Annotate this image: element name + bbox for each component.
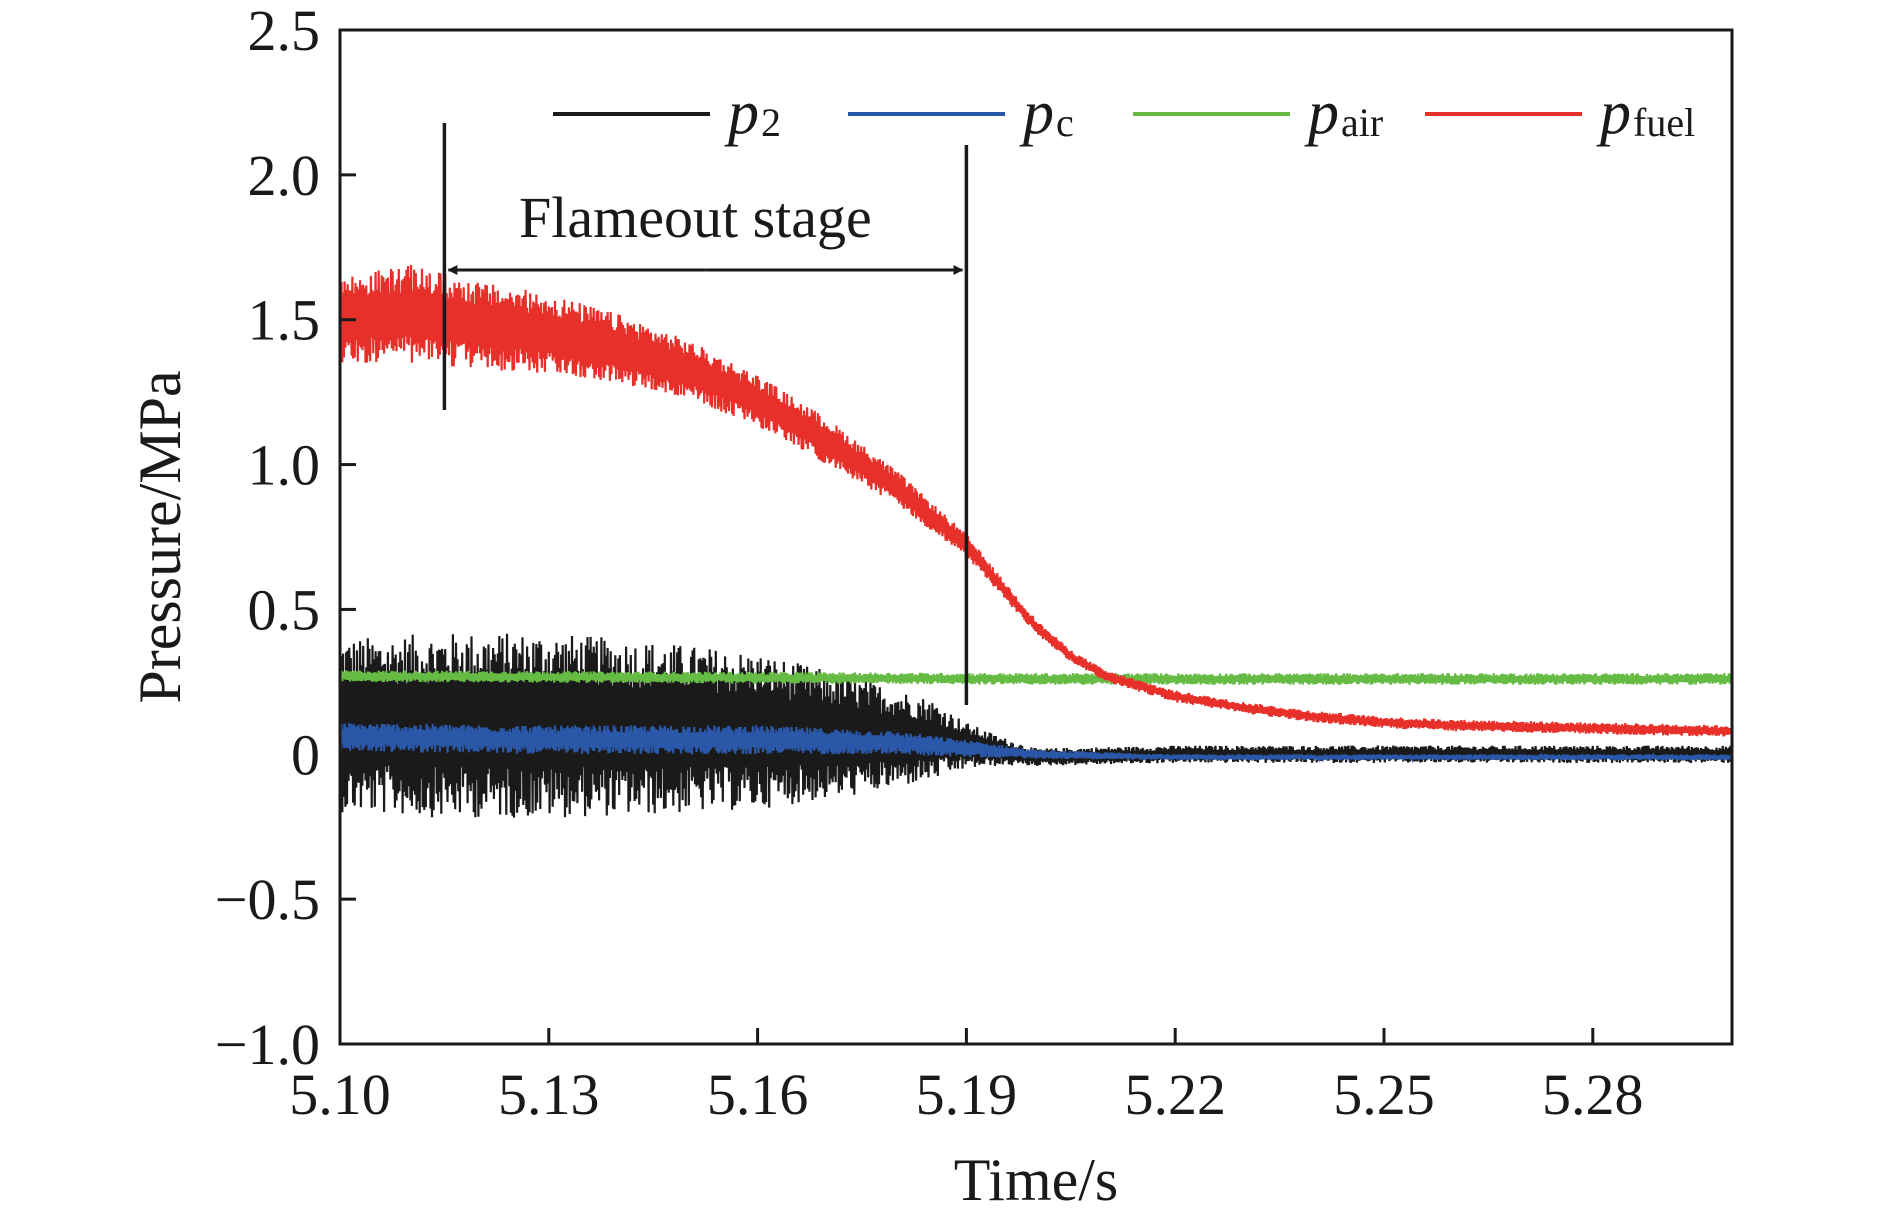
legend-subscript: 2 (761, 100, 781, 145)
legend-label: pfuel (1596, 79, 1695, 147)
legend-subscript: air (1341, 100, 1383, 145)
legend-label: p2 (724, 79, 781, 147)
x-tick-label: 5.28 (1542, 1062, 1644, 1127)
series-line-pair (340, 670, 1732, 685)
y-tick-label: 1.0 (248, 433, 321, 498)
legend-label: pc (1019, 79, 1074, 147)
plot-frame (338, 28, 1734, 1046)
series-line-pfuel (340, 265, 1732, 737)
x-tick-label: 5.16 (707, 1062, 809, 1127)
y-tick-label: 0 (291, 722, 320, 787)
series-line-pc (340, 722, 1732, 764)
series-layer (340, 265, 1732, 818)
legend-subscript: c (1056, 100, 1074, 145)
legend-item-p2: p2 (553, 79, 781, 147)
flameout-annotation: Flameout stage (442, 123, 969, 705)
series-line-p2 (340, 633, 1732, 818)
legend-item-pc: pc (848, 79, 1074, 147)
legend-label: pair (1304, 79, 1383, 147)
x-tick-label: 5.13 (498, 1062, 600, 1127)
x-tick-label: 5.22 (1124, 1062, 1226, 1127)
y-axis-title: Pressure/MPa (127, 370, 193, 703)
y-tick-label: 2.5 (248, 0, 321, 63)
legend-item-pair: pair (1133, 79, 1383, 147)
y-tick-label: −1.0 (215, 1012, 320, 1077)
x-tick-label: 5.10 (289, 1062, 391, 1127)
y-tick-label: 1.5 (248, 288, 321, 353)
y-tick-label: 2.0 (248, 143, 321, 208)
legend-item-pfuel: pfuel (1425, 79, 1695, 147)
y-tick-label: 0.5 (248, 577, 321, 642)
x-tick-label: 5.19 (916, 1062, 1018, 1127)
x-tick-label: 5.25 (1333, 1062, 1435, 1127)
flameout-label: Flameout stage (519, 185, 872, 250)
legend-subscript: fuel (1633, 100, 1695, 145)
ticks-layer: 5.10 5.13 5.16 5.19 5.22 5.25 5.28 2.5 2.0 1.5 1.0… (215, 0, 1644, 1127)
legend: p2 pc pair pfuel (553, 79, 1695, 147)
x-axis-title: Time/s (954, 1147, 1119, 1213)
y-tick-label: −0.5 (215, 867, 320, 932)
